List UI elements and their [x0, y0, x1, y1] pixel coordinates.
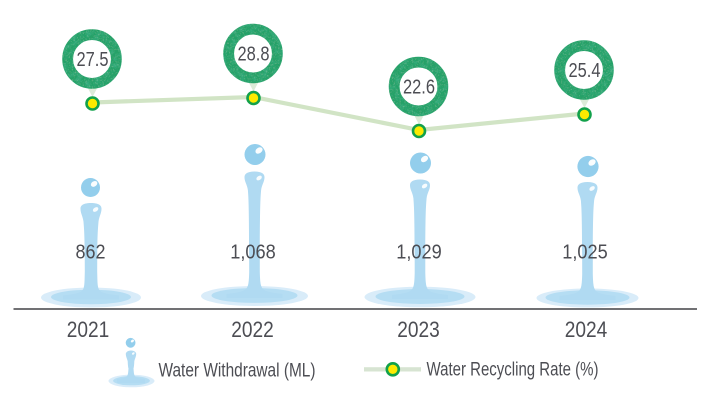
svg-text:25.4: 25.4 — [569, 60, 601, 82]
svg-text:2023: 2023 — [397, 317, 440, 342]
svg-text:2021: 2021 — [67, 317, 110, 342]
svg-text:Water Recycling Rate (%): Water Recycling Rate (%) — [427, 360, 599, 381]
svg-text:1,068: 1,068 — [230, 241, 276, 264]
svg-text:862: 862 — [76, 241, 106, 264]
svg-text:27.5: 27.5 — [77, 49, 109, 71]
svg-text:2024: 2024 — [565, 317, 608, 342]
svg-text:Water Withdrawal (ML): Water Withdrawal (ML) — [159, 361, 316, 382]
svg-text:1,025: 1,025 — [562, 241, 608, 264]
svg-text:1,029: 1,029 — [396, 241, 442, 264]
svg-text:2022: 2022 — [231, 317, 274, 342]
svg-text:28.8: 28.8 — [238, 44, 270, 66]
svg-text:22.6: 22.6 — [403, 77, 435, 99]
